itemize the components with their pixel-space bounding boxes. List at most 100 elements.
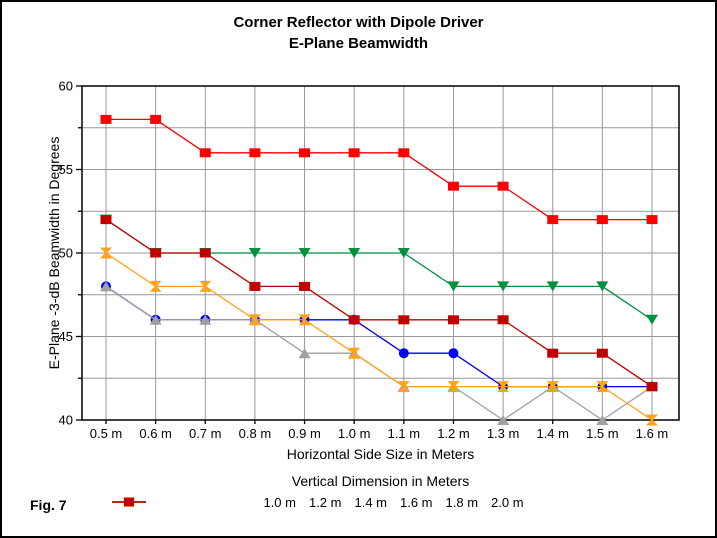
x-tick-label: 1.3 m [487,426,520,441]
marker-triangle-up [596,415,609,425]
series-line [106,118,652,221]
series-1-2-m [100,214,658,325]
x-tick-label: 1.6 m [636,426,669,441]
marker-triangle-up [100,281,112,292]
marker-triangle-up [199,314,212,325]
chart-title: Corner Reflector with Dipole Driver E-Pl… [2,12,715,54]
marker-square [547,215,559,225]
marker-hourglass [497,381,510,393]
chart-title-line1: Corner Reflector with Dipole Driver [233,14,484,31]
legend-item-1-8-m: 1.8 m [112,495,479,510]
marker-hourglass [199,280,212,292]
marker-square [447,181,459,191]
x-tick-label: 0.7 m [189,426,222,441]
marker-square [646,382,658,392]
marker-square [398,315,410,325]
x-tick-label: 0.5 m [90,426,123,441]
marker-square [547,348,559,358]
marker-square [348,148,360,158]
marker-hourglass [596,381,609,393]
figure-number: Fig. 7 [30,497,67,513]
marker-square [497,181,509,191]
marker-triangle-up [497,415,510,425]
y-tick-label: 45 [59,329,73,344]
marker-square [100,215,112,225]
legend-item-2-0-m: 2.0 m [112,495,524,510]
legend-item-1-2-m: 1.2 m [112,495,342,510]
x-tick-label: 1.2 m [437,426,470,441]
legend-label: 1.6 m [400,495,433,510]
marker-hourglass [348,347,361,359]
marker-triangle-down [497,281,510,292]
legend-label: 1.0 m [263,495,296,510]
legend-label: 2.0 m [491,495,524,510]
marker-hourglass [149,280,162,292]
x-tick-label: 0.8 m [239,426,272,441]
marker-triangle-down [397,248,410,258]
marker-square [100,114,112,124]
marker-triangle-down [298,248,311,258]
legend-label: 1.2 m [308,495,342,510]
x-tick-label: 0.6 m [139,426,172,441]
marker-square [299,281,311,291]
y-tick-label: 60 [59,79,73,94]
x-tick-label: 0.9 m [288,426,321,441]
legend-label: 1.8 m [445,495,479,510]
marker-square [497,315,509,325]
marker-square [299,148,311,158]
x-tick-label: 1.4 m [536,426,569,441]
marker-square [447,315,459,325]
marker-triangle-down [646,314,658,325]
x-tick-label: 1.0 m [338,426,371,441]
marker-triangle-down [447,281,460,292]
marker-hourglass [546,381,559,393]
marker-hourglass [248,314,261,326]
marker-circle [398,348,409,359]
legend-item-1-6-m: 1.6 m [112,495,433,510]
series-1-0-m [100,114,658,225]
marker-triangle-down [596,281,609,292]
marker-hourglass [447,381,460,393]
marker-square [123,497,135,507]
marker-hourglass [100,247,112,259]
marker-square [199,248,211,258]
legend-swatch [112,497,146,507]
marker-square [249,281,261,291]
series-1-8-m [100,247,658,426]
chart-title-line2: E-Plane Beamwidth [288,35,429,52]
marker-square [348,315,360,325]
marker-triangle-up [298,348,311,359]
marker-triangle-down [546,281,559,292]
x-axis-title: Horizontal Side Size in Meters [286,446,475,462]
legend-label: 1.4 m [354,495,387,510]
marker-square [150,114,162,124]
marker-square [646,215,658,225]
legend-item-1-4-m: 1.4 m [112,495,387,510]
y-tick-label: 55 [59,162,73,177]
x-tick-label: 1.1 m [388,426,421,441]
marker-square [150,248,162,258]
marker-square [596,215,608,225]
marker-hourglass [397,381,410,393]
marker-triangle-up [149,314,162,325]
legend-item-1-0-m: 1.0 m [112,495,296,510]
y-axis-title: E-Plane -3-dB Beamwidth in Degrees [46,136,62,370]
series-line [105,219,653,321]
y-tick-label: 50 [59,246,73,261]
marker-triangle-down [248,248,261,258]
marker-square [249,148,261,158]
marker-square [596,348,608,358]
marker-triangle-down [348,248,361,258]
series-2-0-m [100,215,658,392]
marker-square [199,148,211,158]
marker-circle [448,348,459,359]
series-line [105,219,653,388]
marker-hourglass [298,314,311,326]
marker-square [398,148,410,158]
series-line [105,252,653,421]
marker-hourglass [646,414,658,426]
x-tick-label: 1.5 m [586,426,619,441]
legend: 1.0 m 1.2 m 1.4 m 1.6 m 1.8 m 2.0 m [112,495,675,510]
